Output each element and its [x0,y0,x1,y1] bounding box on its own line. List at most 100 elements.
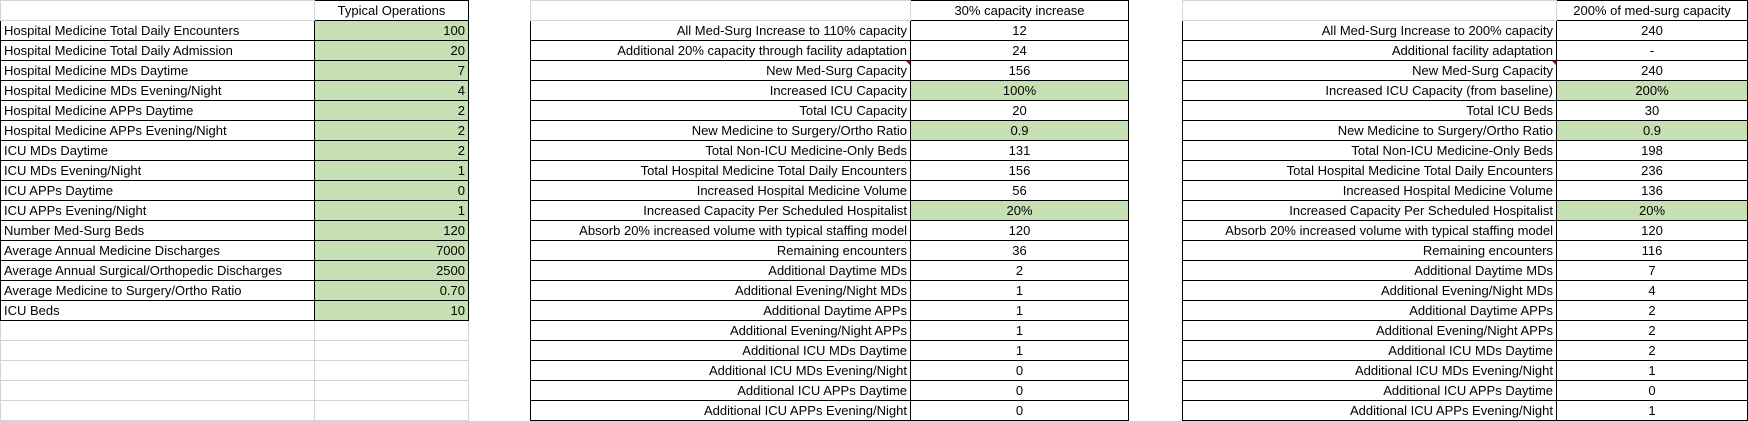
empty-cell[interactable] [314,360,469,381]
row-value[interactable]: 2 [910,260,1129,281]
row-value[interactable]: 240 [1556,60,1748,81]
row-label[interactable]: Additional 20% capacity through facility… [530,40,911,61]
row-value[interactable]: 1 [910,320,1129,341]
row-value[interactable]: 156 [910,160,1129,181]
empty-cell[interactable] [1182,0,1557,21]
row-label[interactable]: Additional Daytime MDs [530,260,911,281]
row-value[interactable]: 20% [1556,200,1748,221]
row-label[interactable]: Additional Evening/Night MDs [530,280,911,301]
empty-cell[interactable] [0,360,315,381]
row-value[interactable]: 120 [314,220,469,241]
row-value[interactable]: 1 [910,340,1129,361]
row-label[interactable]: New Medicine to Surgery/Ortho Ratio [530,120,911,141]
row-value[interactable]: 0 [910,400,1129,421]
row-value[interactable]: 1 [1556,400,1748,421]
empty-cell[interactable] [530,0,911,21]
row-value[interactable]: 0.9 [1556,120,1748,141]
row-value[interactable]: 20 [314,40,469,61]
row-label[interactable]: New Med-Surg Capacity [1182,60,1557,81]
row-value[interactable]: 7 [1556,260,1748,281]
row-value[interactable]: 4 [314,80,469,101]
row-label[interactable]: New Medicine to Surgery/Ortho Ratio [1182,120,1557,141]
row-value[interactable]: 30 [1556,100,1748,121]
row-label[interactable]: Hospital Medicine MDs Evening/Night [0,80,315,101]
row-label[interactable]: Total ICU Beds [1182,100,1557,121]
row-label[interactable]: Total Hospital Medicine Total Daily Enco… [1182,160,1557,181]
row-value[interactable]: 7000 [314,240,469,261]
row-value[interactable]: 116 [1556,240,1748,261]
row-label[interactable]: ICU APPs Evening/Night [0,200,315,221]
row-value[interactable]: 10 [314,300,469,321]
row-value[interactable]: 0.70 [314,280,469,301]
row-label[interactable]: ICU APPs Daytime [0,180,315,201]
row-value[interactable]: 1 [1556,360,1748,381]
empty-cell[interactable] [0,320,315,341]
row-label[interactable]: Increased ICU Capacity (from baseline) [1182,80,1557,101]
row-value[interactable]: 120 [910,220,1129,241]
row-label[interactable]: Total Non-ICU Medicine-Only Beds [530,140,911,161]
row-value[interactable]: 20 [910,100,1129,121]
empty-cell[interactable] [0,0,315,21]
row-label[interactable]: Additional ICU MDs Daytime [530,340,911,361]
row-value[interactable]: 20% [910,200,1129,221]
row-label[interactable]: Additional Daytime MDs [1182,260,1557,281]
row-label[interactable]: Average Annual Surgical/Orthopedic Disch… [0,260,315,281]
row-value[interactable]: 156 [910,60,1129,81]
row-label[interactable]: Increased ICU Capacity [530,80,911,101]
column-header[interactable]: 200% of med-surg capacity [1556,0,1748,21]
row-label[interactable]: Number Med-Surg Beds [0,220,315,241]
row-label[interactable]: Additional ICU MDs Evening/Night [530,360,911,381]
row-label[interactable]: Hospital Medicine APPs Daytime [0,100,315,121]
row-value[interactable]: 36 [910,240,1129,261]
row-label[interactable]: Hospital Medicine APPs Evening/Night [0,120,315,141]
row-value[interactable]: 100 [314,20,469,41]
row-label[interactable]: Additional Evening/Night MDs [1182,280,1557,301]
row-value[interactable]: 2 [1556,300,1748,321]
row-label[interactable]: ICU MDs Evening/Night [0,160,315,181]
row-label[interactable]: Total Hospital Medicine Total Daily Enco… [530,160,911,181]
row-label[interactable]: Additional Evening/Night APPs [1182,320,1557,341]
row-value[interactable]: 1 [314,160,469,181]
row-label[interactable]: Additional ICU MDs Evening/Night [1182,360,1557,381]
row-label[interactable]: Absorb 20% increased volume with typical… [1182,220,1557,241]
row-label[interactable]: Hospital Medicine Total Daily Admission [0,40,315,61]
row-value[interactable]: 0 [314,180,469,201]
row-label[interactable]: Increased Hospital Medicine Volume [1182,180,1557,201]
column-header[interactable]: 30% capacity increase [910,0,1129,21]
row-label[interactable]: Increased Hospital Medicine Volume [530,180,911,201]
row-value[interactable]: 2 [314,100,469,121]
row-label[interactable]: Increased Capacity Per Scheduled Hospita… [1182,200,1557,221]
row-value[interactable]: 0 [910,360,1129,381]
row-label[interactable]: Additional ICU MDs Daytime [1182,340,1557,361]
row-value[interactable]: 120 [1556,220,1748,241]
column-header[interactable]: Typical Operations [314,0,469,21]
row-value[interactable]: 56 [910,180,1129,201]
row-label[interactable]: Remaining encounters [1182,240,1557,261]
row-label[interactable]: Additional Daytime APPs [530,300,911,321]
row-value[interactable]: 12 [910,20,1129,41]
row-value[interactable]: 100% [910,80,1129,101]
row-value[interactable]: - [1556,40,1748,61]
row-label[interactable]: Absorb 20% increased volume with typical… [530,220,911,241]
empty-cell[interactable] [0,380,315,401]
row-label[interactable]: Total Non-ICU Medicine-Only Beds [1182,140,1557,161]
empty-cell[interactable] [314,400,469,421]
row-value[interactable]: 200% [1556,80,1748,101]
row-value[interactable]: 2 [1556,340,1748,361]
row-value[interactable]: 198 [1556,140,1748,161]
row-value[interactable]: 7 [314,60,469,81]
row-label[interactable]: Average Annual Medicine Discharges [0,240,315,261]
empty-cell[interactable] [314,380,469,401]
row-value[interactable]: 2 [314,140,469,161]
row-label[interactable]: Remaining encounters [530,240,911,261]
empty-cell[interactable] [314,320,469,341]
row-label[interactable]: All Med-Surg Increase to 200% capacity [1182,20,1557,41]
row-label[interactable]: Additional facility adaptation [1182,40,1557,61]
row-value[interactable]: 0 [1556,380,1748,401]
row-value[interactable]: 0.9 [910,120,1129,141]
row-label[interactable]: Additional ICU APPs Evening/Night [530,400,911,421]
empty-cell[interactable] [0,400,315,421]
row-value[interactable]: 236 [1556,160,1748,181]
row-value[interactable]: 131 [910,140,1129,161]
row-label[interactable]: Additional ICU APPs Daytime [530,380,911,401]
